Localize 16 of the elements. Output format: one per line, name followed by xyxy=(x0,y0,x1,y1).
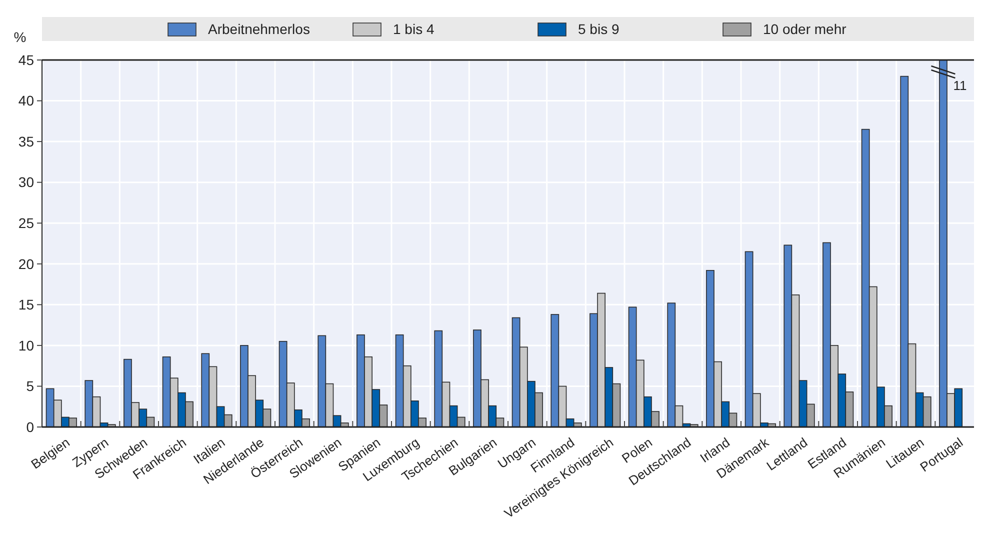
y-tick-label: 40 xyxy=(18,92,34,109)
y-tick-label: 35 xyxy=(18,133,34,150)
y-tick-label: 45 xyxy=(18,52,34,68)
legend-label: 1 bis 4 xyxy=(393,20,434,37)
legend-label: 5 bis 9 xyxy=(578,20,620,37)
y-tick-label: 15 xyxy=(18,296,34,313)
y-axis-title: % xyxy=(14,29,26,45)
y-tick-label: 25 xyxy=(18,215,34,232)
legend-label: Arbeitnehmerlos xyxy=(208,20,310,37)
annotation: 11 xyxy=(953,78,967,93)
y-tick-label: 5 xyxy=(26,378,34,394)
y-tick-label: 10 xyxy=(18,337,34,354)
y-tick-label: 20 xyxy=(18,256,34,272)
legend-label: 10 oder mehr xyxy=(763,20,847,37)
y-tick-label: 0 xyxy=(26,418,34,435)
y-tick-label: 30 xyxy=(18,174,34,190)
